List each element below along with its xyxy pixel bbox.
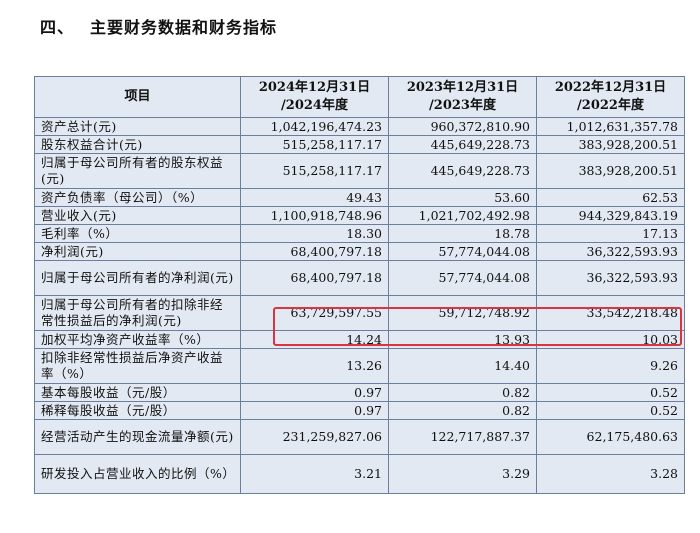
value-2022: 944,329,843.19 <box>536 206 685 225</box>
value-2023: 445,649,228.73 <box>388 153 537 189</box>
value-2022: 0.52 <box>536 383 685 402</box>
table-row-highlighted: 归属于母公司所有者的扣除非经常性损益后的净利润(元) 63,729,597.55… <box>34 295 685 331</box>
header-2024: 2024年12月31日 /2024年度 <box>240 76 389 118</box>
value-2023: 445,649,228.73 <box>388 135 537 154</box>
header-2024-year: /2024年度 <box>281 98 348 113</box>
table-row: 毛利率（%） 18.30 18.78 17.13 <box>34 224 685 243</box>
row-label: 资产总计(元) <box>34 117 241 136</box>
value-2024: 3.21 <box>240 454 389 494</box>
header-item: 项目 <box>34 76 241 118</box>
header-2023-date: 2023年12月31日 <box>406 80 519 95</box>
value-2024: 515,258,117.17 <box>240 153 389 189</box>
row-label: 研发投入占营业收入的比例（%） <box>34 454 241 494</box>
value-2024: 1,100,918,748.96 <box>240 206 389 225</box>
value-2023: 0.82 <box>388 383 537 402</box>
value-2024: 14.24 <box>240 330 389 349</box>
table-row: 营业收入(元) 1,100,918,748.96 1,021,702,492.9… <box>34 206 685 225</box>
value-2022: 62,175,480.63 <box>536 419 685 455</box>
table-row: 经营活动产生的现金流量净额(元) 231,259,827.06 122,717,… <box>34 419 685 455</box>
value-2022: 383,928,200.51 <box>536 135 685 154</box>
row-label: 经营活动产生的现金流量净额(元) <box>34 419 241 455</box>
value-2023: 13.93 <box>388 330 537 349</box>
value-2024: 68,400,797.18 <box>240 260 389 296</box>
value-2024: 18.30 <box>240 224 389 243</box>
value-2024: 0.97 <box>240 401 389 420</box>
value-2022: 0.52 <box>536 401 685 420</box>
table-row: 稀释每股收益（元/股） 0.97 0.82 0.52 <box>34 401 685 420</box>
value-2023: 960,372,810.90 <box>388 117 537 136</box>
value-2022: 36,322,593.93 <box>536 242 685 261</box>
value-2022: 383,928,200.51 <box>536 153 685 189</box>
value-2023: 59,712,748.92 <box>388 295 537 331</box>
row-label: 归属于母公司所有者的股东权益(元) <box>34 153 241 189</box>
section-number: 四、 <box>40 18 75 37</box>
header-2024-date: 2024年12月31日 <box>258 80 371 95</box>
table-row: 加权平均净资产收益率（%） 14.24 13.93 10.03 <box>34 330 685 349</box>
table-row: 扣除非经常性损益后净资产收益率（%） 13.26 14.40 9.26 <box>34 348 685 384</box>
value-2022: 17.13 <box>536 224 685 243</box>
row-label: 资产负债率（母公司）（%） <box>34 188 241 207</box>
table-row: 基本每股收益（元/股） 0.97 0.82 0.52 <box>34 383 685 402</box>
table-row: 归属于母公司所有者的股东权益(元) 515,258,117.17 445,649… <box>34 153 685 189</box>
row-label: 净利润(元) <box>34 242 241 261</box>
value-2024: 13.26 <box>240 348 389 384</box>
table-row: 研发投入占营业收入的比例（%） 3.21 3.29 3.28 <box>34 454 685 494</box>
row-label: 股东权益合计(元) <box>34 135 241 154</box>
value-2022: 3.28 <box>536 454 685 494</box>
value-2022: 33,542,218.48 <box>536 295 685 331</box>
header-2022: 2022年12月31日 /2022年度 <box>536 76 685 118</box>
value-2023: 53.60 <box>388 188 537 207</box>
table-row: 资产总计(元) 1,042,196,474.23 960,372,810.90 … <box>34 117 685 136</box>
table-row: 净利润(元) 68,400,797.18 57,774,044.08 36,32… <box>34 242 685 261</box>
row-label: 营业收入(元) <box>34 206 241 225</box>
value-2024: 231,259,827.06 <box>240 419 389 455</box>
value-2023: 3.29 <box>388 454 537 494</box>
section-heading: 四、 主要财务数据和财务指标 <box>40 14 277 42</box>
value-2024: 68,400,797.18 <box>240 242 389 261</box>
value-2023: 57,774,044.08 <box>388 260 537 296</box>
table-row: 股东权益合计(元) 515,258,117.17 445,649,228.73 … <box>34 135 685 154</box>
table-row: 归属于母公司所有者的净利润(元) 68,400,797.18 57,774,04… <box>34 260 685 296</box>
table-header-row: 项目 2024年12月31日 /2024年度 2023年12月31日 /2023… <box>34 76 685 118</box>
row-label: 扣除非经常性损益后净资产收益率（%） <box>34 348 241 384</box>
row-label: 归属于母公司所有者的扣除非经常性损益后的净利润(元) <box>34 295 241 331</box>
row-label: 毛利率（%） <box>34 224 241 243</box>
value-2022: 62.53 <box>536 188 685 207</box>
value-2024: 63,729,597.55 <box>240 295 389 331</box>
header-2022-date: 2022年12月31日 <box>554 80 667 95</box>
value-2024: 0.97 <box>240 383 389 402</box>
value-2024: 1,042,196,474.23 <box>240 117 389 136</box>
value-2022: 1,012,631,357.78 <box>536 117 685 136</box>
header-2022-year: /2022年度 <box>577 98 644 113</box>
value-2023: 14.40 <box>388 348 537 384</box>
value-2023: 18.78 <box>388 224 537 243</box>
value-2022: 36,322,593.93 <box>536 260 685 296</box>
header-2023: 2023年12月31日 /2023年度 <box>388 76 537 118</box>
row-label: 基本每股收益（元/股） <box>34 383 241 402</box>
header-2023-year: /2023年度 <box>429 98 496 113</box>
financial-data-table: 项目 2024年12月31日 /2024年度 2023年12月31日 /2023… <box>34 76 685 494</box>
value-2024: 49.43 <box>240 188 389 207</box>
row-label: 稀释每股收益（元/股） <box>34 401 241 420</box>
value-2022: 9.26 <box>536 348 685 384</box>
value-2024: 515,258,117.17 <box>240 135 389 154</box>
value-2023: 0.82 <box>388 401 537 420</box>
value-2023: 122,717,887.37 <box>388 419 537 455</box>
value-2022: 10.03 <box>536 330 685 349</box>
value-2023: 57,774,044.08 <box>388 242 537 261</box>
value-2023: 1,021,702,492.98 <box>388 206 537 225</box>
section-title: 主要财务数据和财务指标 <box>90 18 278 37</box>
row-label: 归属于母公司所有者的净利润(元) <box>34 260 241 296</box>
table-row: 资产负债率（母公司）（%） 49.43 53.60 62.53 <box>34 188 685 207</box>
row-label: 加权平均净资产收益率（%） <box>34 330 241 349</box>
